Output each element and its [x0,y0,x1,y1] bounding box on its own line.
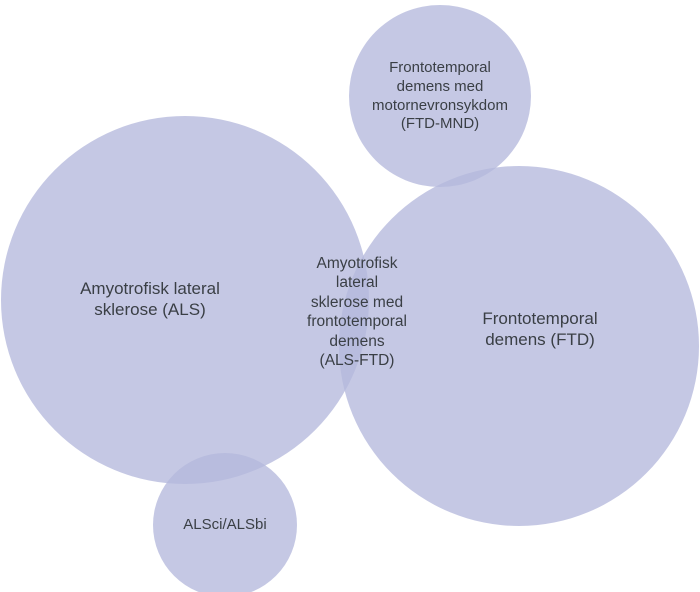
label-alsci: ALSci/ALSbi [165,516,285,535]
venn-diagram: Amyotrofisk lateral sklerose (ALS) Front… [0,0,700,592]
label-ftdmnd: Frontotemporal demens med motornevronsyk… [351,59,529,134]
label-ftd: Frontotemporal demens (FTD) [455,308,625,351]
label-overlap: Amyotrofisk lateral sklerose med frontot… [292,254,422,370]
label-als: Amyotrofisk lateral sklerose (ALS) [45,278,255,321]
